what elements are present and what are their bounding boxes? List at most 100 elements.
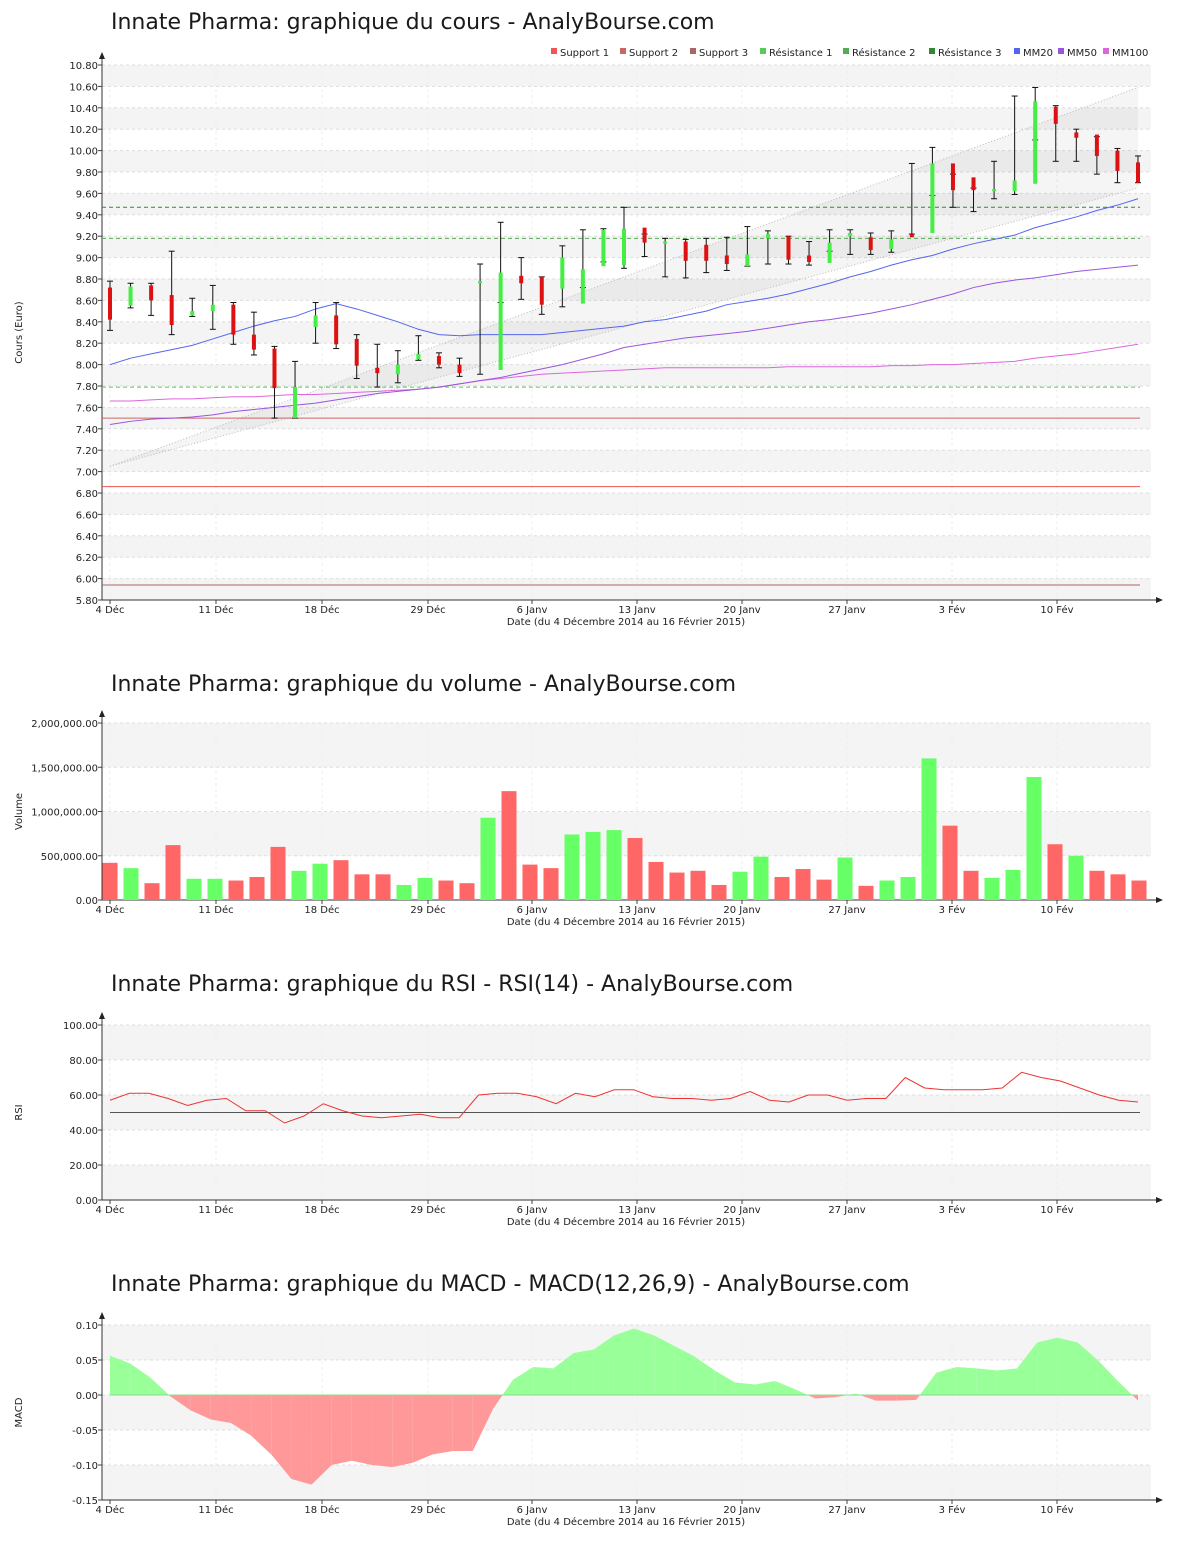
macd-area-segment: [956, 1367, 977, 1395]
candle-body: [272, 348, 277, 389]
candle-body: [704, 244, 709, 261]
volume-bar: [1089, 870, 1105, 900]
x-tick-label: 4 Déc: [96, 1204, 125, 1216]
macd-area-segment: [502, 1379, 514, 1395]
legend-label: Support 1: [560, 48, 609, 59]
candle-body: [683, 241, 688, 261]
plot-band: [102, 1465, 1151, 1500]
candle-body: [354, 338, 359, 366]
macd-area-segment: [919, 1372, 937, 1395]
x-tick-label: 18 Déc: [304, 604, 339, 616]
y-tick-label: 80.00: [69, 1056, 98, 1067]
y-axis-label: Cours (Euro): [14, 301, 25, 364]
macd-area-segment: [351, 1395, 373, 1465]
macd-area-segment: [190, 1395, 211, 1420]
candle-body: [889, 239, 894, 250]
x-tick-label: 6 Janv: [517, 605, 548, 616]
x-tick-label: 13 Janv: [618, 1505, 655, 1516]
x-tick-label: 20 Janv: [723, 605, 760, 616]
y-tick-label: 10.00: [69, 147, 98, 158]
macd-area-segment: [452, 1395, 473, 1451]
volume-bar: [228, 880, 244, 900]
rsi-chart: 0.00 20.00 40.00 60.00 80.00 100.00 4 Déc 11 Dé…: [14, 1012, 1163, 1228]
x-axis-label: Date (du 4 Décembre 2014 au 16 Février 2…: [507, 616, 745, 628]
macd-area-segment: [795, 1389, 808, 1395]
legend-swatch: [843, 48, 849, 54]
y-tick-label: 20.00: [69, 1161, 98, 1172]
volume-bar: [123, 868, 139, 900]
y-tick-label: 9.20: [76, 232, 98, 243]
plot-band: [102, 364, 1151, 386]
y-tick-label: 6.20: [76, 553, 98, 564]
macd-area-segment: [714, 1370, 735, 1395]
x-axis-arrow: [1156, 897, 1163, 903]
candle-body: [1053, 106, 1058, 124]
y-axis-arrow: [99, 1012, 105, 1019]
volume-bar: [501, 791, 517, 900]
volume-bar: [774, 876, 790, 900]
candle-body: [807, 255, 812, 262]
macd-area-segment: [807, 1395, 816, 1399]
candle-body: [190, 311, 195, 316]
macd-area-segment: [170, 1395, 191, 1411]
volume-bar: [438, 880, 454, 900]
x-tick-label: 4 Déc: [96, 604, 125, 616]
legend-swatch: [1103, 48, 1109, 54]
x-tick-label: 20 Janv: [723, 905, 760, 916]
candle-body: [108, 287, 112, 320]
macd-area-segment: [1097, 1360, 1118, 1395]
y-tick-label: 6.80: [76, 489, 98, 500]
volume-bar: [627, 838, 643, 900]
x-tick-label: 6 Janv: [517, 905, 548, 916]
x-tick-label: 27 Janv: [828, 605, 865, 616]
x-tick-label: 20 Janv: [723, 1505, 760, 1516]
price-chart: 5.80 6.00 6.20 6.40 6.60 6.80 7.00 7.20 7.40 7.60…: [14, 47, 1163, 628]
y-axis-label: Volume: [14, 793, 25, 830]
y-tick-label: -0.10: [72, 1461, 98, 1472]
price-chart-title: Innate Pharma: graphique du cours - Anal…: [111, 10, 715, 35]
macd-area-segment: [654, 1335, 675, 1395]
candle-body: [642, 227, 647, 243]
candle-body: [251, 334, 256, 350]
x-axis-label: Date (du 4 Décembre 2014 au 16 Février 2…: [507, 916, 745, 928]
macd-area-segment: [372, 1395, 393, 1468]
macd-area-segment: [775, 1381, 796, 1395]
legend-swatch: [620, 48, 626, 54]
y-tick-label: 0.10: [76, 1321, 98, 1332]
candle-body: [395, 364, 400, 375]
x-tick-label: 18 Déc: [304, 1504, 339, 1516]
x-axis-arrow: [1156, 1497, 1163, 1503]
macd-area-segment: [130, 1363, 151, 1395]
legend-label: MM20: [1023, 48, 1053, 59]
candle-body: [231, 304, 236, 335]
trend-channel: [110, 87, 1138, 467]
volume-bar: [312, 863, 328, 900]
x-axis-arrow: [1156, 597, 1163, 603]
y-tick-label: 7.20: [76, 446, 98, 457]
volume-bar: [1068, 855, 1084, 900]
volume-chart-title: Innate Pharma: graphique du volume - Ana…: [111, 672, 737, 697]
x-tick-label: 29 Déc: [410, 1504, 445, 1516]
x-tick-label: 11 Déc: [198, 904, 233, 916]
x-tick-label: 6 Janv: [517, 1505, 548, 1516]
x-tick-label: 18 Déc: [304, 1204, 339, 1216]
mm50-line: [109, 264, 1139, 426]
x-tick-label: 10 Fév: [1040, 1504, 1073, 1516]
volume-bar: [333, 860, 349, 900]
volume-bar: [291, 870, 307, 900]
y-tick-label: -0.15: [72, 1496, 98, 1507]
macd-area-segment: [976, 1368, 997, 1395]
volume-bar: [270, 846, 286, 900]
volume-bar: [186, 878, 202, 900]
candle-body: [601, 229, 606, 267]
volume-bar: [207, 878, 223, 900]
y-tick-label: 500,000.00: [41, 852, 98, 863]
y-tick-label: 0.05: [76, 1356, 98, 1367]
y-tick-label: 0.00: [76, 1196, 98, 1207]
candle-body: [478, 281, 483, 284]
legend-label: Support 2: [629, 48, 678, 59]
volume-bar: [795, 869, 811, 900]
y-tick-label: 0.00: [76, 896, 98, 907]
macd-area-segment: [755, 1381, 776, 1395]
